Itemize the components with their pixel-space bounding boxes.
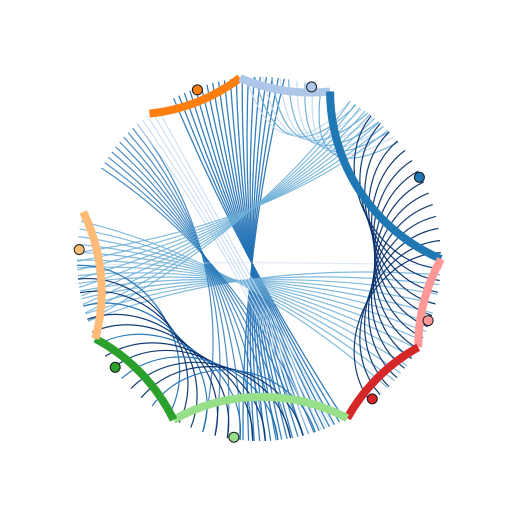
node-marker-pink <box>422 315 434 327</box>
edge-chord <box>107 156 292 439</box>
ring-segment-light-blue <box>238 74 331 97</box>
edge-s-curve <box>364 227 439 387</box>
edge-s-curve <box>87 313 218 436</box>
edge-s-curve <box>151 369 316 433</box>
ring-segment-pink <box>414 257 445 348</box>
node-marker-red <box>366 393 378 405</box>
node-marker-light-green <box>228 431 240 443</box>
edge-chord <box>136 123 214 433</box>
edge-layer <box>76 76 441 442</box>
edge-chord <box>123 136 241 441</box>
edge-local-loop <box>318 87 399 159</box>
edge-chord <box>136 123 310 435</box>
edge-chord <box>156 107 334 426</box>
ring-segment-green <box>93 335 178 422</box>
edge-s-curve <box>79 290 198 428</box>
ring-segment-light-orange <box>79 210 106 340</box>
edge-fan <box>77 129 389 254</box>
edge-s-curve <box>353 115 441 270</box>
edge-s-curve <box>353 252 441 403</box>
edge-chord <box>141 119 316 433</box>
node-marker-green <box>109 361 121 373</box>
edge-chord <box>77 262 441 266</box>
edge-local-loop <box>262 76 363 140</box>
edge-chord <box>151 111 328 428</box>
ring-segment-light-green <box>171 392 350 424</box>
node-marker-layer <box>73 81 434 443</box>
edge-chord <box>127 132 230 439</box>
edge-s-curve <box>112 349 266 441</box>
edge-s-curve <box>130 361 292 439</box>
edge-s-curve <box>121 356 279 441</box>
node-marker-light-orange <box>73 244 85 256</box>
edge-chord <box>146 115 322 431</box>
edge-chord <box>132 127 221 436</box>
edge-local-loop <box>296 80 385 149</box>
ring-segment-red <box>343 343 421 421</box>
node-marker-orange <box>191 84 203 96</box>
edge-s-curve <box>104 342 254 441</box>
edge-chord <box>104 162 304 436</box>
edge-s-curve <box>92 324 230 439</box>
node-marker-light-blue <box>306 81 318 93</box>
edge-local-loop <box>311 85 395 156</box>
edge-local-loop <box>271 77 369 141</box>
ring-segment-blue <box>326 91 443 263</box>
edge-chord <box>101 167 316 433</box>
ring-segment-layer <box>79 74 445 424</box>
edge-local-loop <box>254 76 357 138</box>
node-marker-blue <box>413 171 425 183</box>
edge-chord <box>80 220 389 389</box>
ring-segment-orange <box>149 74 243 118</box>
edge-s-curve <box>98 333 241 441</box>
edge-s-curve <box>140 366 304 436</box>
